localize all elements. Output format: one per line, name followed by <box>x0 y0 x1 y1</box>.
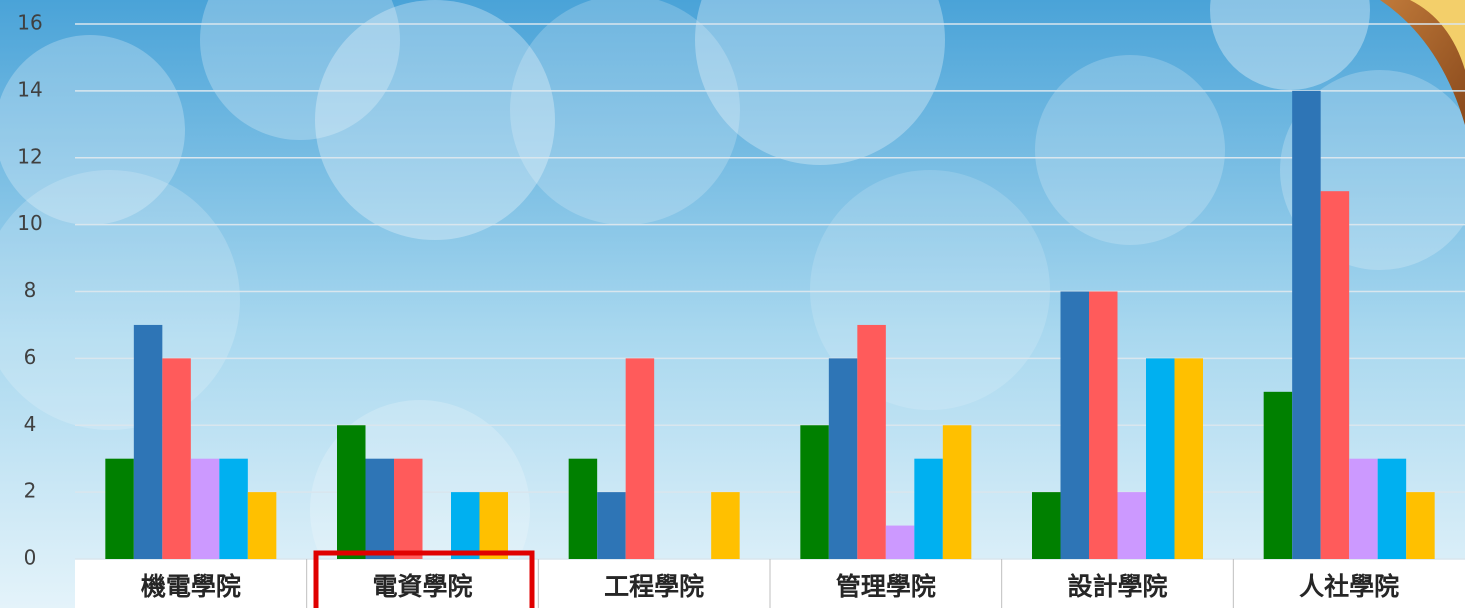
bar <box>191 459 220 559</box>
x-tick-label: 設計學院 <box>1067 572 1167 601</box>
bar <box>1321 191 1350 559</box>
bar <box>394 459 423 559</box>
bar <box>1118 492 1147 559</box>
bar <box>1061 292 1090 560</box>
chart: 0 2 4 6 8 10 12 14 16 機電學院 電資學院 工程學院 管理學院 設計學院 人社學院 <box>0 0 1465 608</box>
x-tick-label: 管理學院 <box>836 572 936 601</box>
y-tick-label: 12 <box>17 144 42 168</box>
bar <box>219 459 248 559</box>
bar <box>569 459 598 559</box>
bar <box>162 358 191 559</box>
bar <box>1089 292 1118 560</box>
bar <box>829 358 858 559</box>
bar <box>1292 91 1321 559</box>
bar <box>451 492 480 559</box>
y-tick-label: 14 <box>17 77 42 101</box>
bar <box>943 425 972 559</box>
bar <box>1349 459 1378 559</box>
x-tick-label: 電資學院 <box>372 572 472 601</box>
bar <box>366 459 395 559</box>
bar <box>134 325 163 559</box>
y-tick-label: 16 <box>17 11 42 35</box>
x-tick-label: 人社學院 <box>1299 572 1399 601</box>
bar <box>1175 358 1204 559</box>
bar <box>1146 358 1175 559</box>
y-tick-label: 8 <box>24 278 37 302</box>
bar <box>1264 392 1293 559</box>
y-tick-label: 0 <box>24 546 37 570</box>
x-tick-label: 工程學院 <box>604 572 704 601</box>
y-tick-label: 10 <box>17 211 42 235</box>
y-tick-label: 2 <box>24 479 37 503</box>
bar <box>626 358 655 559</box>
bar <box>857 325 886 559</box>
bar <box>800 425 829 559</box>
bar <box>1378 459 1407 559</box>
bar <box>914 459 943 559</box>
bar <box>480 492 509 559</box>
bar <box>105 459 134 559</box>
bar <box>1406 492 1435 559</box>
x-tick-label: 機電學院 <box>141 572 241 601</box>
bar <box>597 492 626 559</box>
y-tick-label: 4 <box>24 412 37 436</box>
bar <box>711 492 740 559</box>
bar <box>337 425 366 559</box>
bar <box>1032 492 1061 559</box>
bar <box>886 526 915 559</box>
bar <box>248 492 276 559</box>
y-tick-label: 6 <box>24 345 37 369</box>
